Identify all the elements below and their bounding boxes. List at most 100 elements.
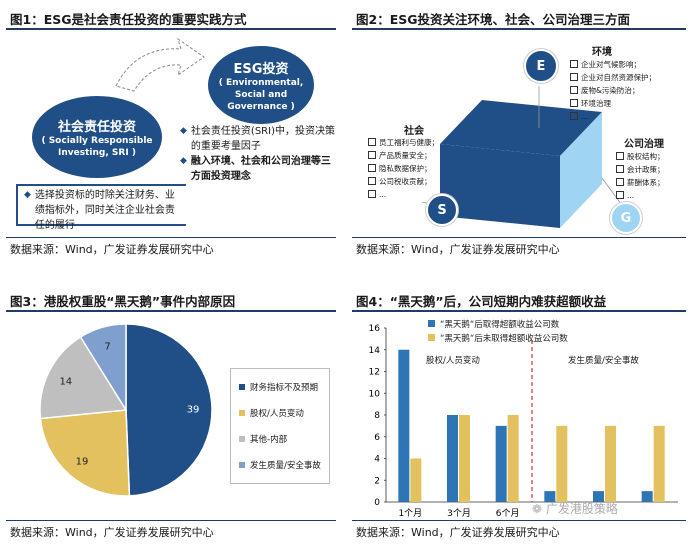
checkbox-icon (368, 164, 376, 172)
fig2-title-rule (352, 28, 686, 30)
fig4-bottom-rule (352, 520, 686, 521)
cube-right-face (560, 112, 602, 228)
legend-item-other: 其他-内部 (239, 427, 321, 453)
watermark: ❁ 广发港股策略 (532, 502, 618, 516)
y-tick-label: 8 (374, 411, 380, 421)
fig1-bottom-rule (6, 237, 336, 238)
legend-item-equity: 股权/人员变动 (239, 401, 321, 427)
fig3-title: 图3：港股权重股“黑天鹅”事件内部原因 (10, 294, 236, 309)
fig2-bottom-rule (352, 237, 686, 238)
fig1-bullet-1-text: 社会责任投资(SRI)中，投资决策的重要考量因子 (190, 126, 335, 152)
pie-slice (39, 409, 131, 497)
soc-item: ... (368, 188, 439, 201)
annot-safety: 发生质量/安全事故 (568, 356, 639, 366)
sri-ellipse: 社会责任投资 ( Socially Responsible Investing,… (32, 96, 162, 178)
checkbox-icon (570, 86, 578, 94)
bar (605, 425, 616, 502)
fig1-right-bullets: ◆ 社会责任投资(SRI)中，投资决策的重要考量因子 ◆ 融入环境、社会和公司治理等… (180, 124, 340, 184)
env-item: 环境治理 (570, 97, 656, 110)
y-tick-label: 4 (374, 455, 380, 465)
esg-ellipse-line1: ( Environmental, (218, 77, 304, 88)
legend-swatch (428, 334, 435, 341)
environment-e-icon: E (524, 49, 558, 83)
cube-top-face (440, 100, 602, 156)
curved-arrow-icon (115, 37, 205, 92)
bar (653, 425, 665, 502)
bar (544, 491, 556, 502)
checkbox-icon (616, 191, 624, 199)
checkbox-icon (616, 165, 624, 173)
bar (447, 415, 458, 502)
fig1-left-frame (16, 184, 186, 226)
y-tick-label: 0 (374, 498, 380, 508)
fig4-source: 数据来源：Wind，广发证券发展研究中心 (356, 526, 560, 539)
fig1-left-bullet-text: 选择投资标的时除关注财务、业绩指标外，同时关注企业社会责任的履行 (34, 190, 175, 231)
checkbox-icon (368, 190, 376, 198)
bar (556, 425, 568, 502)
fig2-source: 数据来源：Wind，广发证券发展研究中心 (356, 243, 560, 256)
x-tick-label: 6个月 (496, 508, 520, 519)
bar-legend-item-2: “黑天鹅“后未取得超额收益公司数 (428, 332, 568, 346)
env-item: 废物&污染防治； (570, 84, 656, 97)
checkbox-icon (368, 138, 376, 146)
env-list: 企业对气候影响； 企业对自然资源保护； 废物&污染防治； 环境治理 ... (570, 58, 656, 123)
checkbox-icon (570, 99, 578, 107)
soc-item: 员工福利与健康； (368, 136, 439, 149)
fig3-panel: 图3：港股权重股“黑天鹅”事件内部原因 39 19 14 7 财务指标不及预期 股权/… (6, 288, 340, 544)
annot-equity: 股权/人员变动 (426, 356, 480, 366)
checkbox-icon (570, 73, 578, 81)
fig4-title: 图4：“黑天鹅”后，公司短期内难获超额收益 (356, 294, 607, 309)
legend-swatch (239, 462, 245, 468)
bar (641, 491, 653, 502)
pie-data-label: 19 (76, 457, 89, 468)
gov-list: 股权结构； 会计政策； 薪酬体系； ... (616, 150, 665, 202)
fig3-source: 数据来源：Wind，广发证券发展研究中心 (10, 526, 214, 539)
checkbox-icon (368, 151, 376, 159)
gov-label: 公司治理 (624, 139, 664, 150)
fig1-panel: 图1：ESG是社会责任投资的重要实践方式 ESG投资 ( Environment… (6, 6, 340, 256)
y-tick-label: 16 (369, 324, 381, 334)
pie-data-label: 7 (104, 342, 110, 353)
bar (507, 415, 519, 502)
checkbox-icon (368, 177, 376, 185)
pie-slice (39, 335, 128, 420)
fig1-title-rule (6, 28, 336, 30)
gov-item: 会计政策； (616, 163, 665, 176)
pie-chart: 39 19 14 7 (39, 323, 213, 497)
gov-item: 薪酬体系； (616, 176, 665, 189)
bar (410, 458, 422, 502)
y-tick-label: 14 (369, 346, 381, 356)
pie-data-label: 39 (187, 405, 200, 416)
pie-legend: 财务指标不及预期 股权/人员变动 其他-内部 发生质量/安全事故 (230, 368, 330, 484)
fig3-title-rule (6, 310, 336, 312)
checkbox-icon (616, 178, 624, 186)
pie-data-label: 14 (59, 376, 72, 387)
soc-item: 隐私数据保护； (368, 162, 439, 175)
soc-label: 社会 (404, 126, 424, 137)
fig2-panel: 图2：ESG投资关注环境、社会、公司治理三方面 E S G 环境 企业对气候影响… (352, 6, 688, 256)
sri-ellipse-title: 社会责任投资 (57, 119, 136, 135)
esg-ellipse: ESG投资 ( Environmental, Social and Govern… (208, 46, 314, 124)
legend-swatch (239, 384, 245, 390)
esg-ellipse-line2: Social and (234, 89, 288, 100)
pie-slice (125, 323, 213, 497)
env-item: 企业对气候影响； (570, 58, 656, 71)
env-label: 环境 (592, 47, 612, 58)
x-tick-label: 3个月 (447, 508, 471, 519)
fig1-bullet-2: ◆ 融入环境、社会和公司治理等三方面投资理念 (180, 154, 340, 184)
soc-item: 公司税收贡献； (368, 175, 439, 188)
env-item: ... (570, 110, 656, 123)
bar-legend-item-1: “黑天鹅“后取得超额收益公司数 (428, 318, 568, 332)
legend-swatch (428, 320, 435, 327)
legend-swatch (239, 436, 245, 442)
y-tick-label: 6 (374, 433, 380, 443)
fig4-title-rule (352, 310, 686, 312)
y-tick-label: 12 (369, 368, 380, 378)
bar (398, 349, 410, 502)
governance-g-icon: G (610, 202, 642, 234)
diamond-icon: ◆ (24, 190, 31, 200)
checkbox-icon (570, 112, 578, 120)
bar (459, 415, 470, 502)
wechat-icon: ❁ (532, 502, 546, 516)
esg-cube-diagram (421, 86, 625, 228)
